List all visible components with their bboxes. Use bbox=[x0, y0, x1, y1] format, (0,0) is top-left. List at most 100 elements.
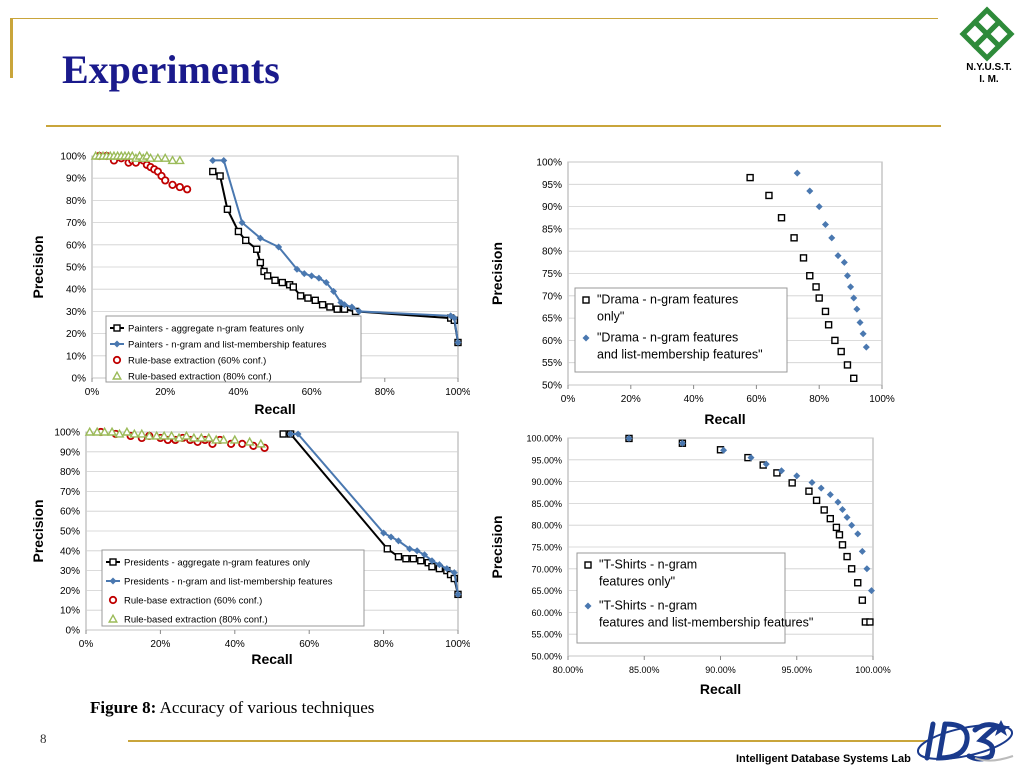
data-point bbox=[144, 430, 155, 440]
data-point bbox=[244, 436, 255, 446]
figure-caption-text: Accuracy of various techniques bbox=[159, 698, 375, 717]
data-point bbox=[159, 430, 170, 440]
legend-box bbox=[101, 549, 365, 627]
accent-line-bottom bbox=[128, 740, 928, 742]
data-point bbox=[720, 446, 728, 454]
y-tick-label: 30% bbox=[60, 566, 80, 577]
logo-text-line-2: I. M. bbox=[979, 74, 999, 85]
data-point bbox=[311, 296, 319, 305]
data-point bbox=[255, 438, 266, 448]
legend-label: Painters - n-gram and list-membership fe… bbox=[128, 340, 327, 351]
data-point bbox=[747, 454, 755, 462]
y-tick-label: 90% bbox=[60, 447, 80, 458]
x-tick-label: 40% bbox=[228, 387, 248, 398]
data-point bbox=[450, 569, 458, 577]
data-point bbox=[866, 618, 874, 626]
data-point bbox=[174, 155, 185, 165]
data-point bbox=[843, 361, 852, 369]
x-tick-label: 100% bbox=[869, 394, 895, 405]
legend-label: Presidents - aggregate n-gram features o… bbox=[124, 558, 310, 569]
data-point bbox=[166, 430, 177, 440]
data-point bbox=[793, 169, 801, 177]
data-point bbox=[238, 439, 247, 448]
data-point bbox=[196, 432, 207, 442]
data-point bbox=[838, 541, 847, 549]
data-point bbox=[175, 182, 184, 192]
y-tick-label: 50% bbox=[60, 527, 80, 538]
data-point bbox=[806, 272, 814, 280]
y-tick-label: 30% bbox=[66, 307, 86, 318]
x-tick-label: 80.00% bbox=[553, 665, 584, 675]
y-tick-label: 20% bbox=[66, 329, 86, 340]
x-tick-label: 100% bbox=[445, 639, 470, 650]
data-point bbox=[428, 557, 436, 565]
data-point bbox=[223, 205, 232, 213]
data-point bbox=[252, 245, 261, 253]
legend-box bbox=[105, 315, 362, 383]
data-point bbox=[160, 152, 171, 162]
data-point bbox=[778, 467, 785, 475]
y-tick-label: 80% bbox=[66, 196, 86, 207]
data-point bbox=[168, 180, 177, 189]
y-tick-label: 100% bbox=[54, 428, 80, 439]
series-0 bbox=[746, 173, 858, 383]
data-point bbox=[304, 294, 312, 302]
data-point bbox=[322, 279, 330, 287]
data-point bbox=[209, 156, 217, 164]
y-tick-label: 75% bbox=[542, 269, 562, 280]
y-axis-label: Precision bbox=[30, 499, 46, 562]
data-point bbox=[777, 214, 786, 222]
legend-marker bbox=[584, 602, 592, 610]
y-tick-label: 65% bbox=[542, 314, 562, 325]
y-tick-label: 0% bbox=[66, 626, 81, 637]
x-tick-label: 20% bbox=[155, 387, 175, 398]
y-tick-label: 100.00% bbox=[526, 434, 562, 444]
x-tick-label: 80% bbox=[374, 639, 394, 650]
data-point bbox=[828, 234, 836, 242]
y-tick-label: 80% bbox=[542, 247, 562, 258]
data-point bbox=[92, 426, 103, 436]
legend-label: Rule-based extraction (80% conf.) bbox=[124, 615, 268, 626]
data-point bbox=[114, 428, 125, 438]
y-tick-label: 100% bbox=[536, 158, 562, 169]
data-point bbox=[287, 430, 295, 438]
y-tick-label: 85% bbox=[542, 224, 562, 235]
y-tick-label: 60% bbox=[542, 336, 562, 347]
y-tick-label: 50% bbox=[542, 381, 562, 392]
data-point bbox=[296, 292, 305, 300]
figure-caption: Figure 8: Accuracy of various techniques bbox=[90, 698, 374, 718]
data-point bbox=[843, 552, 851, 561]
data-point bbox=[850, 294, 858, 302]
y-tick-label: 60% bbox=[60, 507, 80, 518]
data-point bbox=[835, 531, 844, 539]
data-point bbox=[220, 156, 228, 164]
data-point bbox=[278, 278, 287, 287]
data-point bbox=[341, 301, 349, 309]
legend: "Drama - n-gram features only" "Drama - n-… bbox=[574, 287, 788, 373]
x-axis-label: Recall bbox=[254, 401, 295, 415]
y-tick-label: 10% bbox=[60, 606, 80, 617]
data-point bbox=[174, 432, 184, 442]
x-tick-label: 40% bbox=[684, 394, 704, 405]
legend-label: "T-Shirts - n-gram features only" bbox=[599, 558, 697, 589]
data-point bbox=[863, 565, 871, 573]
accent-line-top bbox=[13, 18, 938, 19]
data-point bbox=[826, 491, 834, 499]
y-tick-label: 75.00% bbox=[531, 543, 562, 553]
data-point bbox=[843, 272, 851, 280]
y-tick-label: 20% bbox=[60, 586, 80, 597]
data-point bbox=[394, 537, 402, 545]
data-point bbox=[409, 555, 418, 563]
data-point bbox=[167, 155, 178, 165]
y-tick-label: 60% bbox=[66, 240, 86, 251]
x-tick-label: 20% bbox=[150, 639, 170, 650]
data-point bbox=[435, 561, 443, 569]
data-point bbox=[428, 562, 436, 571]
legend-marker bbox=[108, 595, 118, 605]
y-tick-label: 70% bbox=[542, 291, 562, 302]
data-point bbox=[867, 587, 875, 595]
chart-drama: 50% 55% 60% 65% 70% 75% 80% 85% 90% 95% 100% 0% 20% 4… bbox=[489, 158, 895, 428]
x-tick-label: 100% bbox=[445, 387, 470, 398]
data-point bbox=[454, 590, 462, 598]
data-point bbox=[820, 506, 828, 514]
